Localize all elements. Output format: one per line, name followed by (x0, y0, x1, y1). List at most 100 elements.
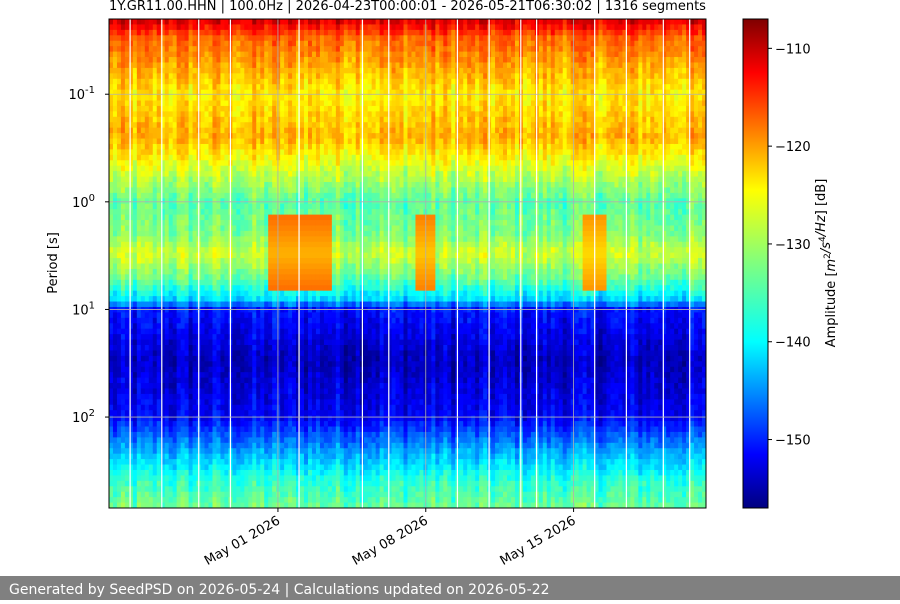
heatmap-cell (200, 372, 206, 379)
heatmap-cell (208, 355, 214, 362)
heatmap-cell (148, 268, 154, 275)
heatmap-cell (152, 57, 158, 64)
heatmap-cell (319, 198, 325, 205)
heatmap-cell (272, 127, 277, 134)
heatmap-cell (311, 437, 317, 444)
heatmap-cell (280, 230, 285, 237)
heatmap-cell (272, 160, 277, 167)
heatmap-cell (144, 426, 150, 433)
heatmap-cell (244, 480, 249, 487)
heatmap-cell (244, 317, 249, 324)
heatmap-cell (168, 143, 174, 150)
heatmap-cell (240, 84, 245, 91)
heatmap-cell (315, 399, 321, 406)
heatmap-cell (308, 377, 313, 384)
heatmap-cell (140, 236, 146, 243)
heatmap-cell (252, 312, 257, 319)
heatmap-cell (120, 453, 126, 460)
heatmap-cell (160, 252, 166, 259)
heatmap-cell (296, 84, 301, 91)
heatmap-cell (276, 24, 281, 31)
heatmap-cell (180, 306, 186, 313)
heatmap-cell (315, 133, 321, 140)
heatmap-cell (132, 116, 138, 123)
heatmap-cell (296, 345, 301, 352)
heatmap-cell (204, 306, 210, 313)
heatmap-cell (180, 105, 186, 112)
heatmap-cell (292, 317, 297, 324)
heatmap-cell (280, 154, 285, 161)
heatmap-cell (236, 133, 241, 140)
heatmap-cell (132, 73, 138, 80)
heatmap-cell (276, 171, 281, 178)
heatmap-cell (148, 40, 154, 47)
heatmap-cell (308, 258, 313, 265)
heatmap-cell (248, 220, 253, 227)
heatmap-cell (327, 73, 333, 80)
heatmap-cell (268, 73, 273, 80)
heatmap-cell (276, 475, 281, 482)
heatmap-cell (248, 29, 253, 36)
heatmap-cell (323, 459, 329, 466)
heatmap-cell (315, 62, 321, 69)
heatmap-cell (224, 415, 229, 422)
heatmap-cell (224, 192, 229, 199)
heatmap-cell (152, 334, 158, 341)
heatmap-cell (311, 426, 317, 433)
heatmap-cell (260, 350, 265, 357)
heatmap-cell (176, 220, 182, 227)
heatmap-cell (164, 160, 170, 167)
heatmap-cell (112, 328, 118, 335)
heatmap-cell (260, 46, 265, 53)
heatmap-cell (168, 339, 174, 346)
heatmap-cell (252, 323, 257, 330)
heatmap-cell (200, 19, 206, 26)
heatmap-cell (268, 301, 273, 308)
heatmap-cell (132, 290, 138, 297)
heatmap-cell (236, 192, 241, 199)
heatmap-cell (188, 334, 194, 341)
heatmap-cell (323, 497, 329, 504)
heatmap-cell (192, 111, 198, 118)
heatmap-cell (200, 62, 206, 69)
heatmap-cell (323, 133, 329, 140)
heatmap-cell (172, 421, 178, 428)
heatmap-cell (296, 312, 301, 319)
heatmap-cell (124, 296, 130, 303)
heatmap-cell (184, 448, 190, 455)
heatmap-cell (220, 258, 226, 265)
heatmap-cell (152, 404, 158, 411)
heatmap-cell (256, 290, 261, 297)
heatmap-cell (172, 301, 178, 308)
heatmap-cell (240, 263, 245, 270)
heatmap-cell (260, 301, 265, 308)
heatmap-cell (232, 296, 237, 303)
heatmap-cell (212, 393, 218, 400)
heatmap-cell (220, 290, 226, 297)
heatmap-cell (284, 475, 289, 482)
heatmap-cell (244, 236, 249, 243)
heatmap-cell (280, 290, 285, 297)
heatmap-cell (256, 404, 261, 411)
heatmap-cell (200, 285, 206, 292)
heatmap-cell (308, 301, 313, 308)
heatmap-cell (319, 475, 325, 482)
heatmap-cell (156, 475, 162, 482)
heatmap-cell (232, 448, 237, 455)
heatmap-cell (315, 345, 321, 352)
heatmap-cell (200, 24, 206, 31)
heatmap-cell (148, 431, 154, 438)
heatmap-cell (188, 258, 194, 265)
heatmap-cell (216, 133, 222, 140)
heatmap-cell (164, 410, 170, 417)
heatmap-cell (192, 399, 198, 406)
heatmap-cell (244, 95, 249, 102)
heatmap-cell (109, 171, 114, 178)
heatmap-cell (164, 442, 170, 449)
heatmap-cell (184, 263, 190, 270)
heatmap-cell (156, 323, 162, 330)
heatmap-cell (292, 57, 297, 64)
heatmap-cell (148, 230, 154, 237)
heatmap-cell (300, 46, 305, 53)
heatmap-cell (152, 437, 158, 444)
